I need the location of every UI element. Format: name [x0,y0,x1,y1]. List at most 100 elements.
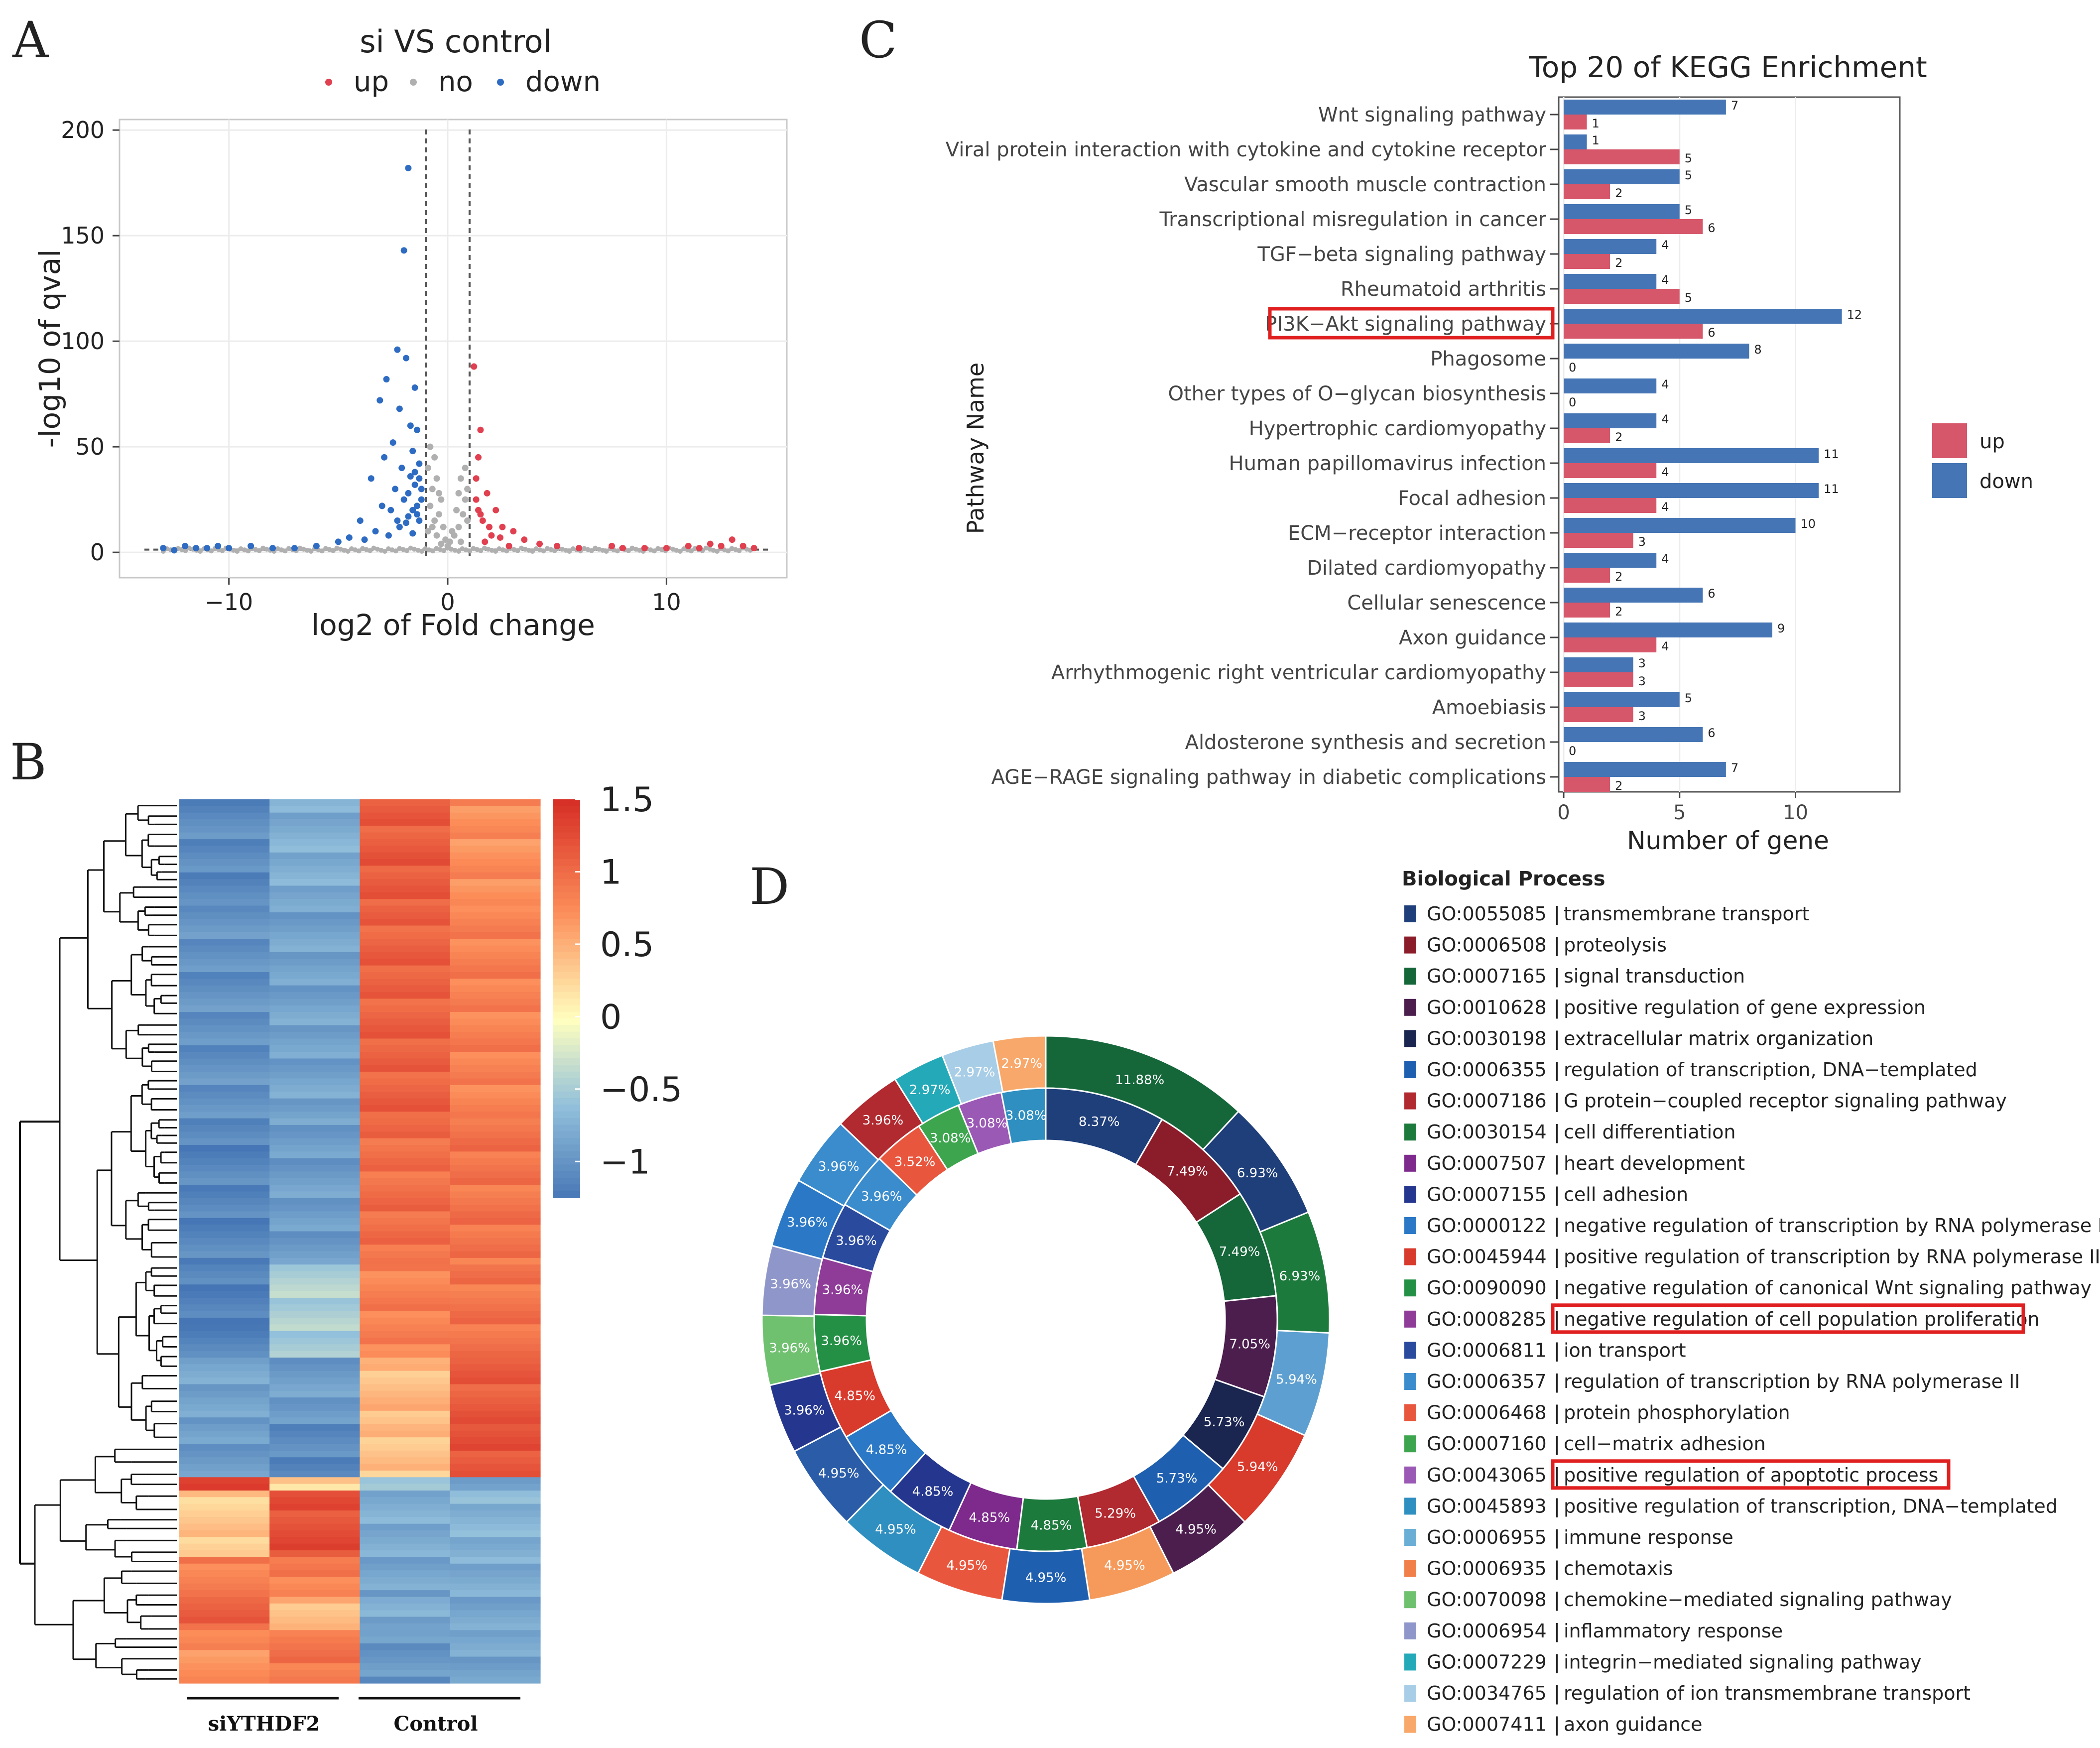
legend-separator: | [1554,1339,1560,1362]
colorbar-step [553,1085,580,1092]
heatmap-cell [269,879,361,886]
heatmap-cell [269,1297,361,1305]
heatmap-cell [179,1490,270,1498]
point-up [729,536,736,543]
heatmap-cell [360,1351,451,1358]
heatmap-cell [360,826,451,833]
point-up [510,528,517,535]
heatmap-cell [269,1610,361,1618]
heatmap-cell [450,1018,541,1026]
legend-separator: | [1554,1059,1560,1081]
heatmap-cell [179,1271,270,1278]
point-no [455,490,462,497]
point-up [576,545,583,552]
heatmap-cell [360,1404,451,1411]
legend-go-id: GO:0006468 [1427,1402,1547,1424]
legend-go-name: ion transport [1564,1339,1686,1361]
heatmap-cell [360,859,451,867]
heatmap-cell [269,1304,361,1312]
heatmap-cell [269,979,361,986]
heatmap-cell [360,806,451,813]
bar-up [1564,672,1633,687]
colorbar-step [553,1171,580,1178]
heatmap-cell [450,1085,541,1092]
bar-down-value: 9 [1777,622,1785,635]
point-down [398,465,405,472]
kegg-plot-area [1558,96,1901,793]
heatmap-cell [269,1072,361,1079]
heatmap-cell [360,1045,451,1052]
heatmap-cell [179,992,270,999]
outer-label: 3.96% [770,1277,811,1292]
point-down [414,502,421,509]
heatmap-cell [179,1444,270,1451]
legend-go-name: signal transduction [1564,965,1745,987]
volcano-x-ticks: −10 0 10 [205,578,681,616]
heatmap-cell [360,1384,451,1391]
heatmap-cell [360,1444,451,1451]
heatmap-cell [360,839,451,847]
bar-up-value: 2 [1615,570,1622,584]
heatmap-cell [179,1610,270,1618]
heatmap-cell [450,1205,541,1212]
point-no [198,549,203,554]
point-up [499,523,506,530]
heatmap-cell [269,1151,361,1159]
bar-down-value: 6 [1708,587,1715,601]
heatmap-cell [450,1450,541,1458]
heatmap-cell [179,1510,270,1517]
heatmap-cell [360,1371,451,1378]
y-tick-label: 150 [61,222,105,249]
point-up [663,545,670,552]
point-down [389,439,396,446]
bar-down [1564,727,1703,742]
inner-label: 3.08% [1005,1109,1047,1124]
point-down [411,481,418,488]
point-no [319,548,325,554]
category-label: Axon guidance [1399,626,1546,649]
bar-down [1564,692,1680,707]
heatmap-cell [360,1085,451,1092]
heatmap-cell [269,852,361,860]
point-no [530,549,535,554]
heatmap-cell [179,1371,270,1378]
heatmap-cell [269,1364,361,1372]
legend-label-no: no [438,66,473,98]
legend-swatch [1404,1498,1416,1515]
point-no [308,549,314,554]
heatmap-cell [360,1663,451,1670]
heatmap-cell [360,852,451,860]
heatmap-cell [450,1550,541,1558]
point-no [541,548,546,554]
legend-swatch [1404,1186,1416,1203]
heatmap-cell [360,892,451,899]
heatmap-cell [450,1291,541,1298]
legend-go-name: inflammatory response [1564,1620,1783,1642]
heatmap-cell [450,1650,541,1657]
legend-go-name: regulation of transcription, DNA−templat… [1564,1059,1977,1081]
heatmap-cell [269,992,361,999]
heatmap-cell [179,1151,270,1159]
colorbar-step [553,1098,580,1106]
heatmap-cell [269,1131,361,1139]
heatmap-cell [269,1464,361,1471]
bar-up-value: 6 [1708,221,1715,235]
colorbar-step [553,1058,580,1066]
legend-swatch [1404,1061,1416,1078]
colorbar-step [553,799,580,807]
heatmap-cell [179,1105,270,1112]
heatmap-cell [179,1158,270,1165]
point-no [467,548,473,554]
outer-label: 2.97% [954,1065,995,1080]
inner-label: 3.96% [821,1334,862,1349]
point-no [504,548,509,554]
point-no [430,548,436,554]
legend-swatch [1404,1435,1416,1453]
colorbar-step [553,1078,580,1086]
heatmap-cell [179,1424,270,1431]
point-no [460,511,467,518]
heatmap-cell [179,1085,270,1092]
heatmap-cell [269,999,361,1006]
bar-down [1564,448,1819,463]
legend-go-name: immune response [1564,1526,1733,1548]
